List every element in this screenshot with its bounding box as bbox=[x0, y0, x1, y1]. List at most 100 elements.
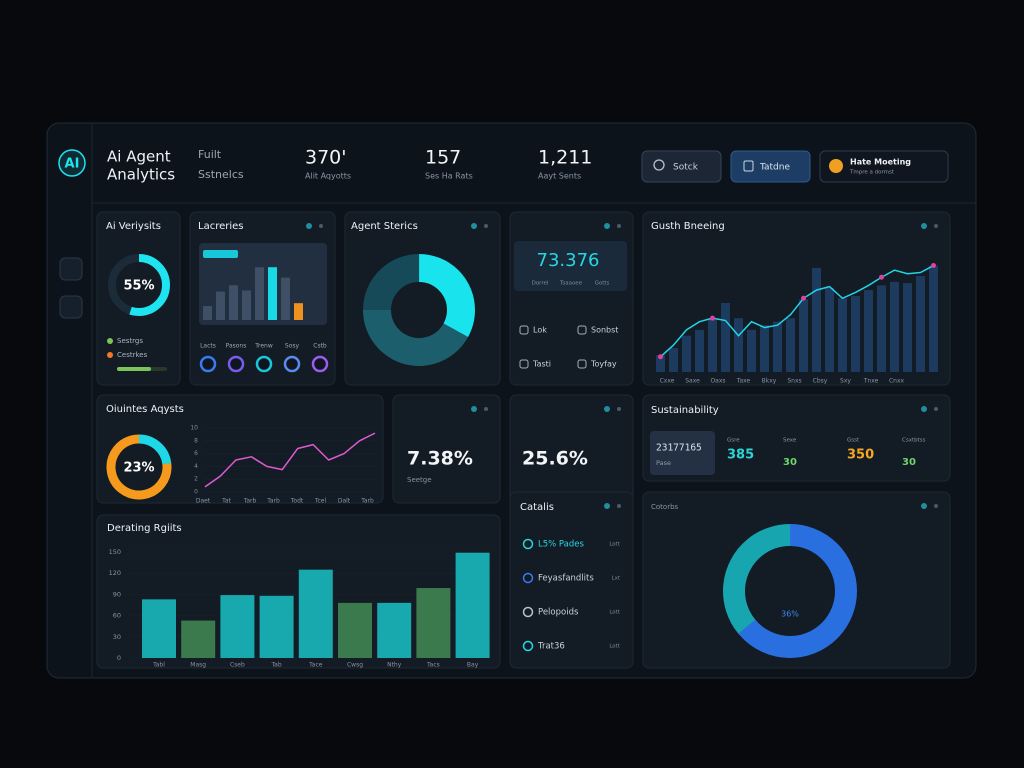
gauge-label: Trenw bbox=[254, 343, 273, 350]
bar bbox=[734, 318, 743, 372]
app-subtitle: Sstnelcs bbox=[198, 168, 244, 181]
y-tick-label: 2 bbox=[194, 476, 198, 483]
metric-value: 73.376 bbox=[537, 250, 600, 271]
metric-item: Lok bbox=[533, 326, 547, 335]
catalyst-label: L5% Pades bbox=[538, 540, 584, 550]
app-title: Analytics bbox=[107, 166, 175, 184]
header-stat-label: Alit Aqyotts bbox=[305, 172, 351, 181]
catalyst-label: Feyasfandlits bbox=[538, 574, 594, 584]
catalyst-label: Trat36 bbox=[537, 642, 565, 652]
card-menu[interactable] bbox=[617, 504, 621, 508]
card-menu[interactable] bbox=[484, 407, 488, 411]
bar bbox=[203, 306, 212, 320]
notice[interactable] bbox=[819, 150, 949, 183]
card-menu[interactable] bbox=[934, 407, 938, 411]
trend-dot bbox=[710, 315, 715, 321]
gauge-label: Sosy bbox=[285, 343, 300, 350]
bar bbox=[216, 291, 225, 320]
donut-segment bbox=[363, 254, 475, 366]
bar bbox=[695, 329, 704, 372]
card-title: Cotorbs bbox=[651, 503, 679, 511]
card-menu[interactable] bbox=[617, 407, 621, 411]
catalyst-note: Lott bbox=[609, 542, 620, 548]
card bbox=[642, 394, 951, 482]
metric-sublabel: Dorrel bbox=[532, 281, 549, 287]
card-status-dot bbox=[921, 406, 927, 412]
button-label: Tatdne bbox=[759, 163, 790, 173]
catalyst-label: Pelopoids bbox=[538, 608, 579, 618]
card bbox=[509, 491, 634, 669]
legend-label: Sestrgs bbox=[117, 337, 143, 345]
app-title: Ai Agent bbox=[107, 148, 171, 166]
y-tick-label: 4 bbox=[194, 463, 198, 470]
trend-dot bbox=[931, 263, 936, 269]
sidebar-icon[interactable] bbox=[59, 295, 83, 319]
stat-value: 30 bbox=[902, 457, 916, 468]
card-title: Lacreries bbox=[198, 221, 244, 232]
card bbox=[392, 394, 501, 504]
bar bbox=[220, 595, 255, 658]
gauge bbox=[199, 355, 217, 373]
gauge-label: Cstb bbox=[313, 343, 327, 350]
bar bbox=[656, 355, 665, 372]
card-status-dot bbox=[604, 503, 610, 509]
x-tick-label: Saxe bbox=[685, 378, 700, 385]
card bbox=[96, 211, 181, 386]
logo: AI bbox=[65, 157, 80, 172]
x-tick-label: Masg bbox=[190, 662, 206, 669]
bar bbox=[229, 285, 238, 320]
bar bbox=[838, 298, 847, 372]
metric-sublabel: Tsaaoee bbox=[559, 281, 583, 287]
x-tick-label: Cbsy bbox=[813, 378, 828, 385]
x-tick-label: Sxy bbox=[840, 378, 851, 385]
bar bbox=[682, 335, 691, 372]
bar bbox=[773, 321, 782, 372]
donut-segment bbox=[723, 524, 857, 658]
gauge-label: Pasons bbox=[226, 343, 247, 350]
card-menu[interactable] bbox=[319, 224, 323, 228]
bar bbox=[747, 329, 756, 372]
y-tick-label: 60 bbox=[113, 612, 121, 620]
x-tick-label: Cnxx bbox=[889, 378, 905, 385]
search-label: Sotck bbox=[673, 163, 699, 173]
card-menu[interactable] bbox=[617, 224, 621, 228]
card-menu[interactable] bbox=[934, 504, 938, 508]
card-menu[interactable] bbox=[934, 224, 938, 228]
x-tick-label: Todt bbox=[290, 498, 304, 505]
donut-center-label: 36% bbox=[781, 610, 799, 619]
x-tick-label: Tcel bbox=[314, 498, 327, 505]
bar bbox=[929, 265, 938, 372]
search-button[interactable] bbox=[641, 150, 722, 183]
catalyst-note: Lott bbox=[609, 610, 620, 616]
header-stat-value: 157 bbox=[425, 147, 461, 169]
y-tick-label: 120 bbox=[109, 569, 121, 577]
catalyst-note: Lott bbox=[609, 644, 620, 650]
bar bbox=[338, 602, 372, 658]
legend-dot bbox=[107, 352, 113, 358]
x-tick-label: Bay bbox=[467, 662, 479, 669]
card-title: Agent Sterics bbox=[351, 221, 418, 232]
sidebar-icon[interactable] bbox=[59, 257, 83, 281]
metric-sublabel: Gotts bbox=[595, 281, 610, 287]
x-tick-label: Tat bbox=[221, 498, 231, 505]
notice-text: Tmpre a dormst bbox=[849, 170, 895, 176]
primary-button[interactable] bbox=[730, 150, 811, 183]
card-menu[interactable] bbox=[484, 224, 488, 228]
button-icon bbox=[743, 160, 754, 172]
ring-label: 23% bbox=[123, 461, 154, 476]
metric-item: Sonbst bbox=[591, 326, 618, 335]
trend-dot bbox=[879, 274, 884, 280]
stat-label: Csxtbtss bbox=[902, 438, 926, 444]
trend-line bbox=[204, 432, 376, 488]
bar bbox=[812, 267, 821, 372]
item-icon bbox=[519, 359, 529, 369]
donut-segment bbox=[363, 254, 475, 366]
trend-line bbox=[659, 264, 934, 358]
bar bbox=[786, 318, 795, 372]
card bbox=[642, 491, 951, 669]
card bbox=[642, 211, 951, 386]
search-icon bbox=[653, 159, 665, 171]
card-title: Sustainability bbox=[651, 405, 719, 416]
logo-badge bbox=[58, 149, 86, 177]
